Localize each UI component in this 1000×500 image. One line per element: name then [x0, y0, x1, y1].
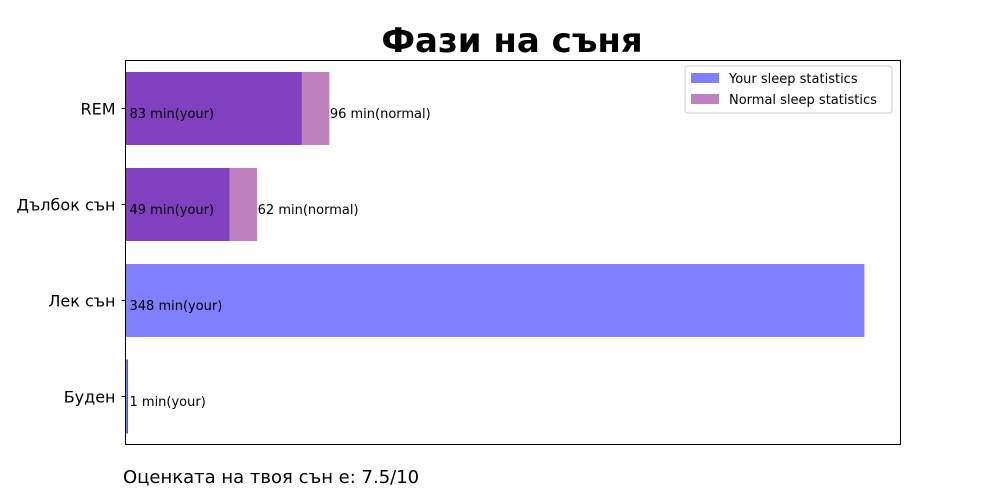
sleep-score-text: Оценката на твоя сън е: 7.5/10 — [123, 467, 419, 488]
y-tick-label-2: Дълбок сън — [17, 196, 116, 215]
y-tick-label-1: Лек сън — [48, 292, 115, 311]
your-value-label-3: 83 min(your) — [130, 107, 215, 122]
normal-value-label-2: 62 min(normal) — [258, 203, 359, 218]
your-value-label-0: 1 min(your) — [130, 395, 206, 410]
normal-value-label-3: 96 min(normal) — [330, 107, 431, 122]
plot-frame — [125, 60, 901, 445]
y-tick-label-0: Буден — [64, 388, 116, 407]
legend-swatch-1 — [691, 94, 719, 104]
chart-title: Фази на съня — [381, 21, 642, 61]
legend-box — [684, 65, 893, 114]
your-bar-2 — [125, 168, 230, 241]
your-value-label-2: 49 min(your) — [130, 203, 215, 218]
legend-swatch-0 — [691, 73, 719, 83]
y-tick-label-3: REM — [80, 100, 115, 119]
your-value-label-1: 348 min(your) — [130, 299, 223, 314]
legend-label-1: Normal sleep statistics — [729, 93, 877, 108]
your-bar-1 — [125, 264, 865, 337]
plot-area: 1 min(your) Буден 348 min(your) Лек сън 49 m… — [17, 72, 865, 434]
legend: Your sleep statistics Normal sleep statis… — [684, 65, 893, 114]
your-bar-3 — [125, 72, 302, 145]
legend-label-0: Your sleep statistics — [728, 72, 858, 87]
